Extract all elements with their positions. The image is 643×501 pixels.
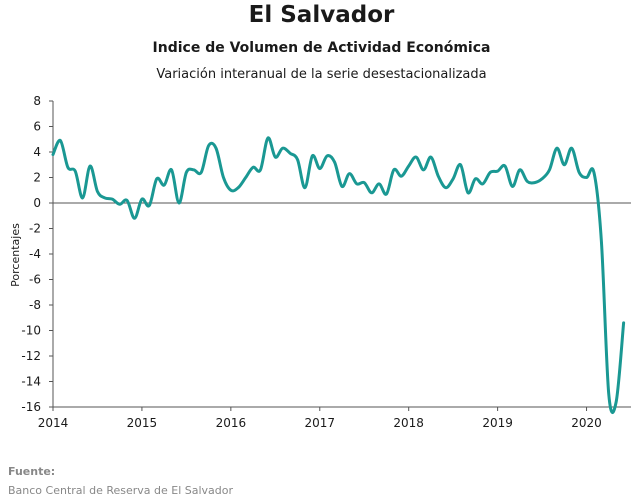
y-tick-label: 4 [33, 145, 41, 159]
x-tick-label: 2017 [304, 416, 335, 430]
chart-title: El Salvador [248, 2, 395, 28]
source-text: Banco Central de Reserva de El Salvador [8, 484, 234, 497]
axes [52, 101, 631, 408]
y-tick-label: -10 [21, 324, 41, 338]
x-tick-label: 2019 [482, 416, 513, 430]
source-label: Fuente: [8, 465, 56, 478]
series-line [51, 136, 626, 415]
y-tick-label: 6 [33, 120, 41, 134]
y-tick-label: -12 [21, 349, 41, 363]
y-tick-label: -14 [21, 375, 41, 389]
chart-subtitle-secondary: Variación interanual de la serie desesta… [156, 67, 487, 82]
y-tick-label: -6 [29, 273, 41, 287]
y-axis-label: Porcentajes [9, 223, 22, 287]
x-tick-label: 2015 [127, 416, 158, 430]
y-tick-label: -2 [29, 222, 41, 236]
x-tick-label: 2016 [216, 416, 247, 430]
y-tick-label: -16 [21, 400, 41, 414]
y-tick-label: 0 [33, 196, 41, 210]
x-tick-label: 2020 [571, 416, 602, 430]
x-tick-label: 2018 [393, 416, 424, 430]
y-tick-label: -8 [29, 298, 41, 312]
series [51, 136, 626, 415]
x-tick-label: 2014 [38, 416, 69, 430]
y-tick-label: -4 [29, 247, 41, 261]
ticks: 8 6 4 2 0 -2 -4 -6 -8 -10 -12 -14 -16 2014 2015 2016 201… [21, 94, 601, 430]
y-tick-label: 8 [33, 94, 41, 108]
chart-subtitle: Indice de Volumen de Actividad Económica [152, 40, 491, 56]
line-chart: 8 6 4 2 0 -2 -4 -6 -8 -10 -12 -14 -16 2014 2015 2016 201… [9, 94, 631, 430]
y-tick-label: 2 [33, 171, 41, 185]
